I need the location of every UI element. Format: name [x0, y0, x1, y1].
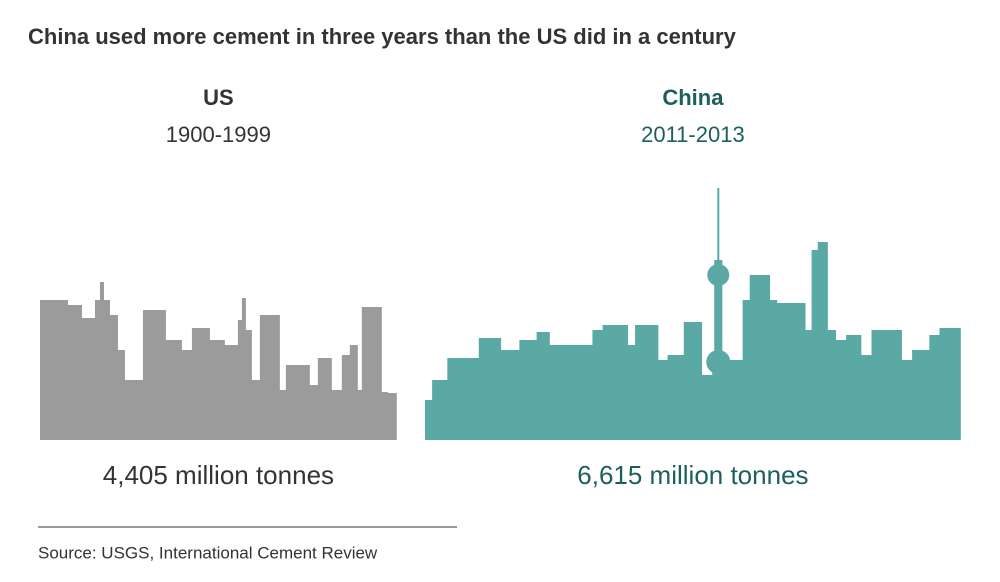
value-label: 6,615 million tonnes: [577, 460, 808, 490]
period-label: 2011-2013: [641, 122, 745, 147]
country-label: China: [662, 85, 724, 110]
country-label: US: [203, 85, 234, 110]
skyline: [425, 188, 961, 440]
title: China used more cement in three years th…: [28, 24, 737, 49]
skyline: [40, 282, 397, 440]
skyline-detail: [706, 350, 731, 374]
source: Source: USGS, International Cement Revie…: [38, 543, 378, 562]
value-label: 4,405 million tonnes: [103, 460, 334, 490]
skyline-detail: [707, 264, 730, 286]
period-label: 1900-1999: [166, 122, 271, 147]
